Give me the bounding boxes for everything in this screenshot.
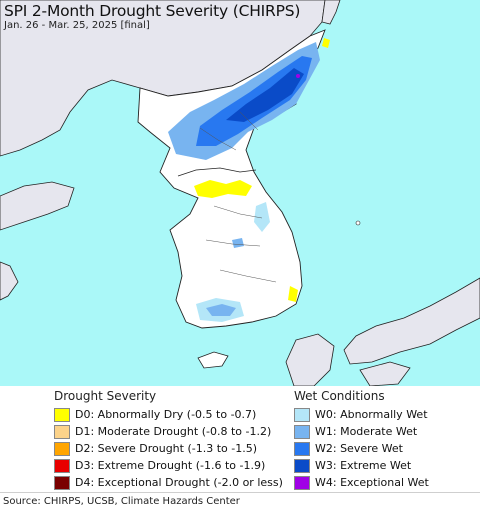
japan-kyushu <box>285 333 335 386</box>
swatch-d4 <box>54 475 70 490</box>
swatch-d3 <box>54 458 70 473</box>
dry-d0-zone <box>194 180 252 198</box>
legend-item-d1: D1: Moderate Drought (-0.8 to -1.2) <box>54 423 283 440</box>
legend-item-d2: D2: Severe Drought (-1.3 to -1.5) <box>54 440 283 457</box>
legend-label-d0: D0: Abnormally Dry (-0.5 to -0.7) <box>75 408 257 421</box>
swatch-w3 <box>294 458 310 473</box>
dmz-border <box>177 167 257 177</box>
jeju-island <box>197 351 229 369</box>
dry-d0-east-coast <box>288 286 298 302</box>
map-subtitle: Jan. 26 - Mar. 25, 2025 [final] <box>4 20 150 31</box>
swatch-d1 <box>54 424 70 439</box>
wet-w1-central <box>232 238 244 248</box>
japan-shikoku <box>359 361 411 386</box>
legend-label-w0: W0: Abnormally Wet <box>315 408 428 421</box>
ulleung-island <box>355 220 361 226</box>
footer: Source: CHIRPS, UCSB, Climate Hazards Ce… <box>0 492 480 511</box>
wet-w1-south <box>206 304 236 316</box>
legend-label-w2: W2: Severe Wet <box>315 442 403 455</box>
legend-label-d4: D4: Exceptional Drought (-2.0 or less) <box>75 476 283 489</box>
map-panel: SPI 2-Month Drought Severity (CHIRPS) Ja… <box>0 0 480 386</box>
source-credit: Source: CHIRPS, UCSB, Climate Hazards Ce… <box>3 496 240 507</box>
legend-item-w4: W4: Exceptional Wet <box>294 474 429 491</box>
drought-legend: Drought Severity D0: Abnormally Dry (-0.… <box>54 388 283 491</box>
japan-honshu <box>343 277 480 365</box>
china-south-coast <box>0 261 19 301</box>
legend-item-w3: W3: Extreme Wet <box>294 457 429 474</box>
province-borders <box>199 111 277 283</box>
swatch-w0 <box>294 407 310 422</box>
swatch-d0 <box>54 407 70 422</box>
legend-item-d3: D3: Extreme Drought (-1.6 to -1.9) <box>54 457 283 474</box>
legend-item-d0: D0: Abnormally Dry (-0.5 to -0.7) <box>54 406 283 423</box>
legend-label-d2: D2: Severe Drought (-1.3 to -1.5) <box>75 442 258 455</box>
legend-item-d4: D4: Exceptional Drought (-2.0 or less) <box>54 474 283 491</box>
legend-label-w1: W1: Moderate Wet <box>315 425 418 438</box>
legend-label-w4: W4: Exceptional Wet <box>315 476 429 489</box>
legend: Drought Severity D0: Abnormally Dry (-0.… <box>0 386 480 492</box>
swatch-d2 <box>54 441 70 456</box>
wet-legend-heading: Wet Conditions <box>294 389 385 403</box>
swatch-w4 <box>294 475 310 490</box>
legend-item-w1: W1: Moderate Wet <box>294 423 429 440</box>
wet-w0-central <box>254 202 270 232</box>
swatch-w1 <box>294 424 310 439</box>
legend-label-d1: D1: Moderate Drought (-0.8 to -1.2) <box>75 425 272 438</box>
legend-item-w2: W2: Severe Wet <box>294 440 429 457</box>
map-title: SPI 2-Month Drought Severity (CHIRPS) <box>4 2 301 20</box>
legend-item-w0: W0: Abnormally Wet <box>294 406 429 423</box>
dry-d0-north-tip <box>322 38 330 48</box>
wet-w3-zone <box>226 68 304 122</box>
wet-legend: Wet Conditions W0: Abnormally Wet W1: Mo… <box>294 388 429 491</box>
drought-map <box>0 0 480 386</box>
legend-label-w3: W3: Extreme Wet <box>315 459 412 472</box>
swatch-w2 <box>294 441 310 456</box>
drought-legend-heading: Drought Severity <box>54 389 157 403</box>
shandong-peninsula <box>0 181 75 231</box>
russia-coast <box>321 0 341 25</box>
legend-label-d3: D3: Extreme Drought (-1.6 to -1.9) <box>75 459 266 472</box>
wet-w4-spot <box>296 74 300 78</box>
